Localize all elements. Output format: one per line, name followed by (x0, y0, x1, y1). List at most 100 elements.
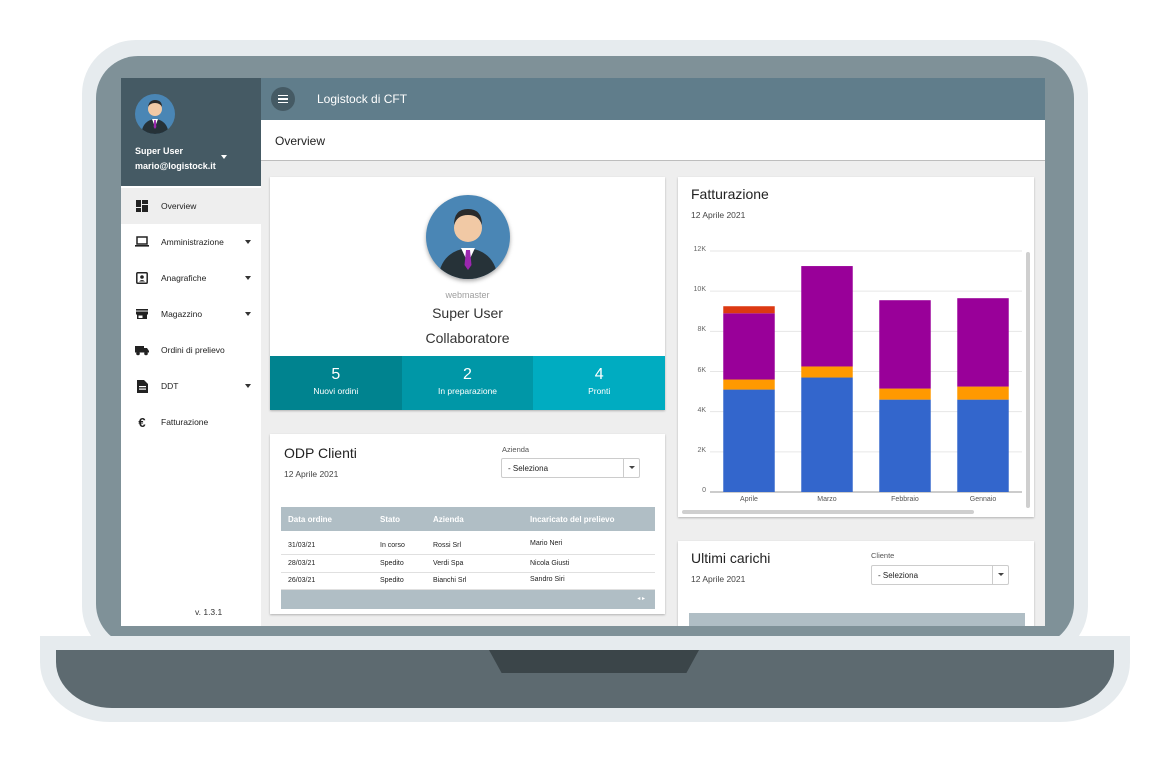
stat-label: Nuovi ordini (313, 386, 359, 396)
profile-name: Super User (432, 305, 503, 321)
truck-icon (135, 343, 149, 357)
laptop-icon (135, 235, 149, 249)
stat-in-preparazione[interactable]: 2 In preparazione (401, 356, 534, 410)
store-icon (135, 307, 149, 321)
avatar (426, 195, 510, 279)
select-value: - Seleziona (878, 571, 919, 580)
sidebar-item-ordini-prelievo[interactable]: Ordini di prelievo (121, 332, 261, 368)
sidebar-item-label: Overview (161, 201, 197, 211)
y-tick-label: 12K (693, 246, 706, 253)
bar-segment[interactable] (723, 379, 775, 390)
sidebar-item-label: Fatturazione (161, 417, 209, 427)
stat-pronti[interactable]: 4 Pronti (533, 356, 666, 410)
sidebar-item-amministrazione[interactable]: Amministrazione (121, 224, 261, 260)
table-cell: 31/03/21 (288, 542, 316, 549)
table-cell: 26/03/21 (288, 577, 316, 584)
menu-button[interactable] (271, 87, 295, 111)
y-tick-label: 4K (697, 406, 706, 414)
sidebar-item-fatturazione[interactable]: € Fatturazione (121, 404, 261, 440)
chevron-down-icon (245, 384, 251, 388)
fatturazione-card: Fatturazione 12 Aprile 2021 0 2K 4K 6K 8K 10K… (678, 177, 1034, 517)
chevron-down-icon (992, 566, 1008, 584)
table-cell: Sandro Siri (530, 576, 565, 583)
card-date: 12 Aprile 2021 (284, 469, 339, 479)
column-header[interactable]: Stato (380, 515, 400, 524)
user-role: webmaster (445, 290, 490, 300)
card-title: ODP Clienti (284, 445, 357, 461)
table-row[interactable]: 26/03/21 Spedito Bianchi Srl Sandro Siri (281, 573, 655, 590)
chart-hscrollbar[interactable] (682, 510, 974, 514)
sidebar-item-anagrafiche[interactable]: Anagrafiche (121, 260, 261, 296)
filter-label: Cliente (871, 551, 895, 560)
table-cell: 28/03/21 (288, 560, 316, 567)
page-title: Overview (275, 134, 326, 148)
stat-value: 2 (463, 366, 472, 383)
app-title: Logistock di CFT (317, 92, 408, 106)
y-tick-label: 10K (693, 286, 706, 294)
bar-segment[interactable] (957, 399, 1009, 492)
table-cell: In corso (380, 542, 405, 549)
bar-segment[interactable] (723, 313, 775, 380)
sidebar-item-magazzino[interactable]: Magazzino (121, 296, 261, 332)
pager-arrows[interactable]: ◂ ▸ (637, 596, 645, 602)
bar-segment[interactable] (801, 266, 853, 367)
screen: Super User mario@logistock.it Overview A… (121, 78, 1045, 626)
table-cell: Spedito (380, 577, 404, 584)
sidebar-header: Super User mario@logistock.it (121, 78, 261, 186)
cliente-select[interactable]: - Seleziona (871, 565, 1009, 585)
y-tick-label: 0 (702, 487, 706, 494)
table-cell: Mario Neri (530, 540, 563, 547)
column-header[interactable]: Incaricato del prelievo (530, 515, 615, 524)
bar-segment[interactable] (801, 366, 853, 378)
bar-segment[interactable] (957, 386, 1009, 400)
bar-segment[interactable] (879, 388, 931, 400)
account-dropdown-icon[interactable] (221, 155, 227, 159)
page-header: Overview (261, 120, 1045, 161)
x-tick-label: Gennaio (969, 496, 997, 503)
bar-segment[interactable] (957, 298, 1009, 387)
y-tick-label: 6K (697, 366, 706, 374)
top-app-bar: Logistock di CFT (261, 78, 1045, 120)
azienda-select[interactable]: - Seleziona (501, 458, 640, 478)
euro-icon: € (138, 414, 146, 430)
sidebar-item-label: Ordini di prelievo (161, 345, 225, 355)
sidebar-item-overview[interactable]: Overview (121, 188, 261, 224)
table-row[interactable]: 31/03/21 In corso Rossi Srl Mario Neri (281, 534, 655, 555)
chart-scrollbar[interactable] (1026, 252, 1030, 508)
app-version: v. 1.3.1 (195, 607, 223, 617)
user-avatar-icon (438, 209, 498, 279)
column-header[interactable]: Data ordine (288, 515, 333, 524)
chevron-down-icon (245, 240, 251, 244)
profile-card: webmaster Super User Collaboratore 5 Nuo… (270, 177, 666, 410)
bar-chart: 0 2K 4K 6K 8K 10K 12K Aprile Marzo Febbraio Gennai… (678, 177, 1034, 517)
dashboard-icon (135, 199, 149, 213)
stat-nuovi-ordini[interactable]: 5 Nuovi ordini (270, 356, 402, 410)
x-tick-label: Febbraio (891, 496, 919, 503)
table-cell: Bianchi Srl (433, 577, 467, 584)
x-tick-label: Aprile (740, 496, 758, 503)
bar-segment[interactable] (879, 300, 931, 389)
ultimi-carichi-card: Ultimi carichi 12 Aprile 2021 Cliente - … (678, 541, 1034, 626)
table-row[interactable]: 28/03/21 Spedito Verdi Spa Nicola Giusti (281, 555, 655, 573)
bar-segment[interactable] (801, 377, 853, 492)
table-header (689, 613, 1025, 626)
avatar[interactable] (135, 94, 175, 134)
odp-clienti-card: ODP Clienti 12 Aprile 2021 Azienda - Sel… (270, 434, 665, 614)
user-group: Collaboratore (425, 330, 510, 346)
bar-segment[interactable] (723, 389, 775, 492)
bar-segment[interactable] (879, 399, 931, 492)
table-cell: Nicola Giusti (530, 560, 570, 567)
sidebar-item-ddt[interactable]: DDT (121, 368, 261, 404)
table-cell: Verdi Spa (433, 560, 464, 567)
bar-segment[interactable] (723, 306, 775, 314)
stat-label: Pronti (588, 386, 611, 396)
user-name: Super User (135, 146, 184, 156)
stat-label: In preparazione (437, 386, 498, 396)
column-header[interactable]: Azienda (433, 515, 464, 524)
chevron-down-icon (245, 276, 251, 280)
table-cell: Spedito (380, 560, 404, 567)
card-date: 12 Aprile 2021 (691, 574, 746, 584)
laptop-notch (489, 650, 699, 673)
table-pager: ◂ ▸ (281, 590, 655, 609)
select-value: - Seleziona (508, 464, 549, 473)
